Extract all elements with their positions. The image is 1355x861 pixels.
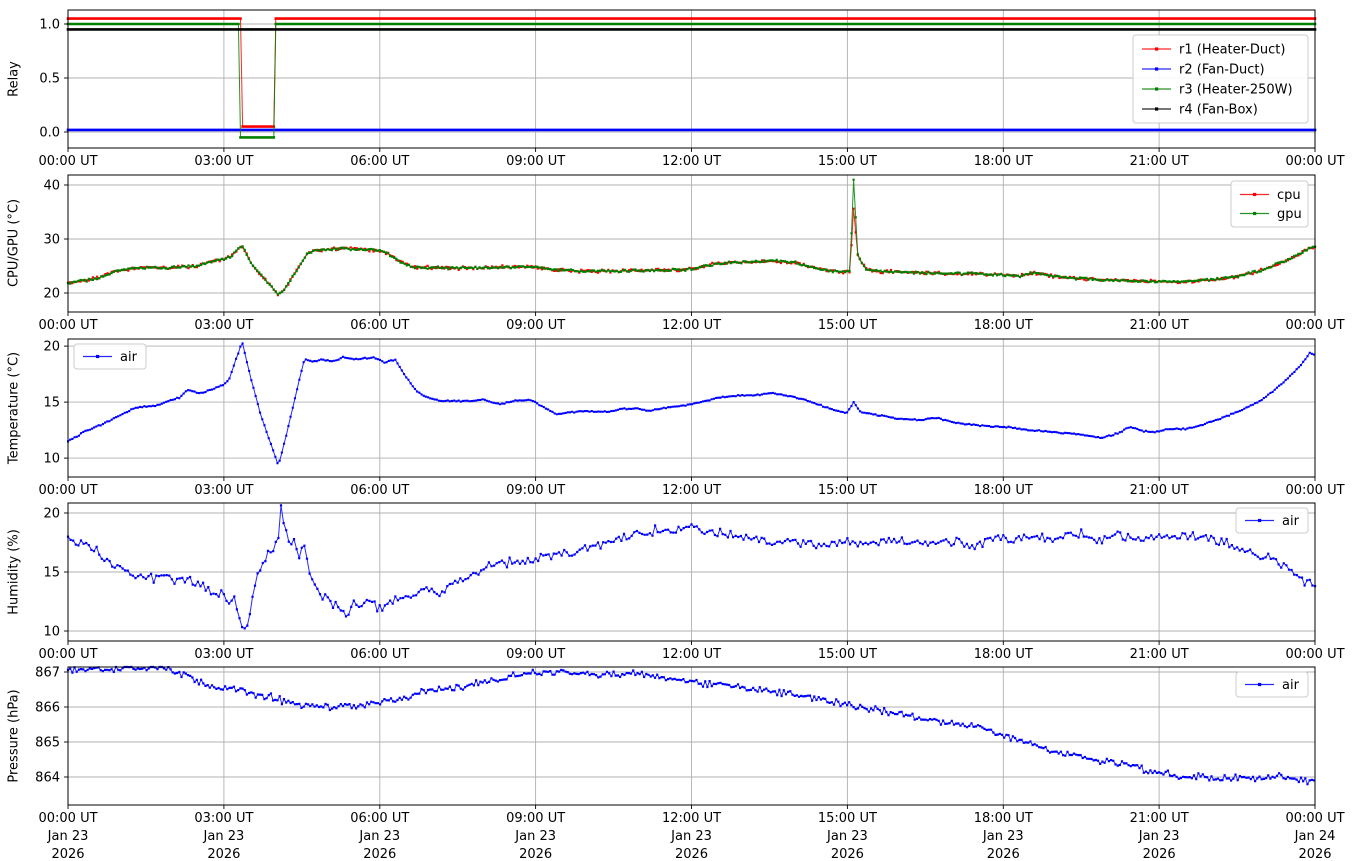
svg-text:r1 (Heater-Duct): r1 (Heater-Duct) — [1179, 43, 1285, 58]
svg-text:10: 10 — [43, 624, 60, 639]
svg-text:20: 20 — [43, 340, 60, 355]
svg-text:12:00 UT: 12:00 UT — [662, 811, 721, 826]
svg-text:12:00 UT: 12:00 UT — [662, 483, 721, 498]
svg-text:09:00 UT: 09:00 UT — [506, 154, 565, 169]
svg-text:air: air — [120, 350, 138, 365]
svg-text:00:00 UT: 00:00 UT — [38, 483, 97, 498]
svg-text:12:00 UT: 12:00 UT — [662, 318, 721, 333]
ylabel-pressure: Pressure (hPa) — [6, 689, 22, 783]
svg-text:15: 15 — [43, 396, 60, 411]
ylabel-relay: Relay — [6, 61, 22, 97]
svg-text:Jan 23: Jan 23 — [826, 829, 868, 844]
svg-text:2026: 2026 — [207, 847, 240, 861]
svg-text:18:00 UT: 18:00 UT — [974, 811, 1033, 826]
svg-text:r3 (Heater-250W): r3 (Heater-250W) — [1179, 83, 1293, 98]
svg-text:06:00 UT: 06:00 UT — [350, 154, 409, 169]
svg-text:09:00 UT: 09:00 UT — [506, 483, 565, 498]
svg-text:00:00 UT: 00:00 UT — [1285, 483, 1344, 498]
svg-text:30: 30 — [43, 232, 60, 247]
svg-text:12:00 UT: 12:00 UT — [662, 647, 721, 662]
svg-text:1.0: 1.0 — [39, 18, 60, 33]
svg-text:2026: 2026 — [1143, 847, 1176, 861]
svg-text:00:00 UT: 00:00 UT — [1285, 154, 1344, 169]
svg-text:03:00 UT: 03:00 UT — [194, 318, 253, 333]
ylabel-cpu-gpu: CPU/GPU (°C) — [6, 198, 22, 288]
svg-text:15: 15 — [43, 566, 60, 581]
svg-text:09:00 UT: 09:00 UT — [506, 318, 565, 333]
svg-text:00:00 UT: 00:00 UT — [38, 318, 97, 333]
ylabel-humidity: Humidity (%) — [6, 529, 22, 615]
svg-text:15:00 UT: 15:00 UT — [818, 811, 877, 826]
svg-text:0.0: 0.0 — [39, 126, 60, 141]
svg-text:03:00 UT: 03:00 UT — [194, 647, 253, 662]
svg-text:Jan 23: Jan 23 — [1138, 829, 1180, 844]
svg-text:Jan 23: Jan 23 — [670, 829, 712, 844]
svg-text:09:00 UT: 09:00 UT — [506, 811, 565, 826]
svg-text:864: 864 — [35, 771, 60, 786]
svg-text:12:00 UT: 12:00 UT — [662, 154, 721, 169]
svg-text:2026: 2026 — [831, 847, 864, 861]
svg-text:Jan 23: Jan 23 — [982, 829, 1024, 844]
svg-text:06:00 UT: 06:00 UT — [350, 811, 409, 826]
svg-text:0.5: 0.5 — [39, 72, 60, 87]
svg-text:18:00 UT: 18:00 UT — [974, 154, 1033, 169]
svg-text:00:00 UT: 00:00 UT — [38, 811, 97, 826]
svg-text:21:00 UT: 21:00 UT — [1130, 811, 1189, 826]
svg-text:18:00 UT: 18:00 UT — [974, 318, 1033, 333]
svg-text:10: 10 — [43, 452, 60, 467]
ylabel-temperature: Temperature (°C) — [6, 351, 22, 465]
svg-text:18:00 UT: 18:00 UT — [974, 483, 1033, 498]
svg-text:865: 865 — [35, 736, 60, 751]
svg-text:2026: 2026 — [363, 847, 396, 861]
svg-text:20: 20 — [43, 507, 60, 522]
svg-text:2026: 2026 — [51, 847, 84, 861]
svg-text:00:00 UT: 00:00 UT — [1285, 318, 1344, 333]
svg-text:06:00 UT: 06:00 UT — [350, 318, 409, 333]
svg-text:air: air — [1282, 678, 1300, 693]
svg-text:21:00 UT: 21:00 UT — [1130, 483, 1189, 498]
svg-text:cpu: cpu — [1277, 188, 1301, 203]
svg-text:15:00 UT: 15:00 UT — [818, 318, 877, 333]
svg-text:15:00 UT: 15:00 UT — [818, 483, 877, 498]
svg-text:Jan 23: Jan 23 — [47, 829, 89, 844]
svg-text:2026: 2026 — [1298, 847, 1331, 861]
svg-text:2026: 2026 — [675, 847, 708, 861]
svg-text:03:00 UT: 03:00 UT — [194, 811, 253, 826]
svg-text:Jan 24: Jan 24 — [1294, 829, 1336, 844]
svg-text:2026: 2026 — [519, 847, 552, 861]
svg-text:15:00 UT: 15:00 UT — [818, 647, 877, 662]
svg-text:00:00 UT: 00:00 UT — [1285, 647, 1344, 662]
svg-text:r2 (Fan-Duct): r2 (Fan-Duct) — [1179, 63, 1265, 78]
svg-text:00:00 UT: 00:00 UT — [38, 647, 97, 662]
svg-text:Jan 23: Jan 23 — [514, 829, 556, 844]
svg-text:03:00 UT: 03:00 UT — [194, 154, 253, 169]
svg-text:06:00 UT: 06:00 UT — [350, 647, 409, 662]
svg-text:00:00 UT: 00:00 UT — [38, 154, 97, 169]
svg-text:21:00 UT: 21:00 UT — [1130, 154, 1189, 169]
svg-text:Jan 23: Jan 23 — [203, 829, 245, 844]
svg-text:03:00 UT: 03:00 UT — [194, 483, 253, 498]
svg-text:867: 867 — [35, 666, 60, 681]
svg-text:09:00 UT: 09:00 UT — [506, 647, 565, 662]
svg-text:gpu: gpu — [1277, 207, 1302, 222]
svg-text:866: 866 — [35, 701, 60, 716]
svg-text:2026: 2026 — [987, 847, 1020, 861]
svg-text:21:00 UT: 21:00 UT — [1130, 318, 1189, 333]
svg-text:06:00 UT: 06:00 UT — [350, 483, 409, 498]
svg-text:00:00 UT: 00:00 UT — [1285, 811, 1344, 826]
svg-text:20: 20 — [43, 286, 60, 301]
svg-text:15:00 UT: 15:00 UT — [818, 154, 877, 169]
svg-text:18:00 UT: 18:00 UT — [974, 647, 1033, 662]
svg-text:r4 (Fan-Box): r4 (Fan-Box) — [1179, 103, 1258, 118]
svg-text:40: 40 — [43, 178, 60, 193]
svg-text:21:00 UT: 21:00 UT — [1130, 647, 1189, 662]
svg-text:Jan 23: Jan 23 — [358, 829, 400, 844]
svg-text:air: air — [1282, 514, 1300, 529]
